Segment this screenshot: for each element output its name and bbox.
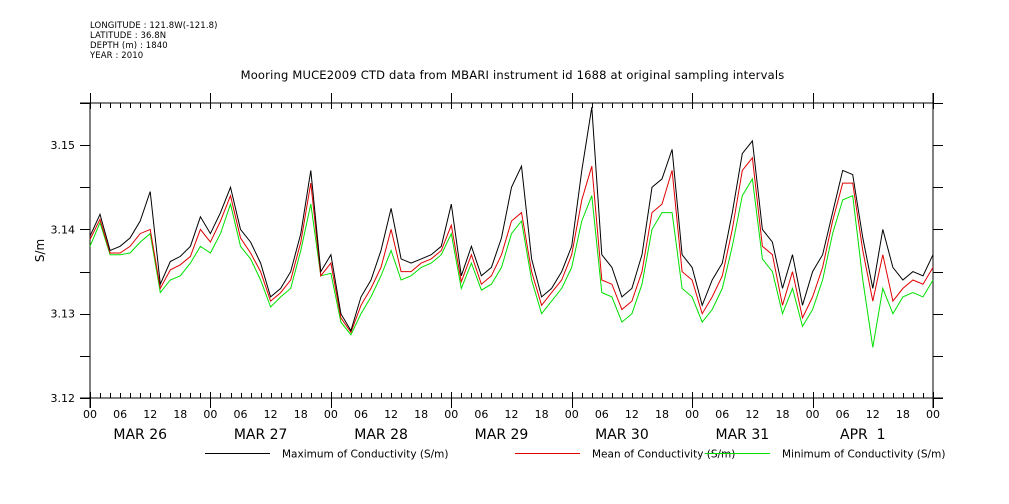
day-label: MAR 27: [234, 427, 288, 443]
meta-latitude: LATITUDE : 36.8N: [90, 31, 167, 41]
legend-label: Maximum of Conductivity (S/m): [282, 449, 449, 461]
x-tick-label: 12: [866, 408, 880, 421]
day-label: MAR 26: [113, 427, 167, 443]
day-label: MAR 31: [716, 427, 770, 443]
x-tick-label: 12: [143, 408, 157, 421]
series-minimum-line: [89, 177, 934, 348]
x-tick-label: 06: [113, 408, 127, 421]
x-tick-label: 18: [775, 408, 789, 421]
y-tick-label: 3.13: [51, 308, 76, 321]
legend: Maximum of Conductivity (S/m) Mean of Con…: [205, 449, 945, 461]
series-maximum-line: [89, 107, 934, 332]
x-tick-label: 06: [715, 408, 729, 421]
chart-title: Mooring MUCE2009 CTD data from MBARI ins…: [240, 68, 785, 82]
x-tick-label: 18: [535, 408, 549, 421]
x-tick-label: 00: [324, 408, 338, 421]
meta-year: YEAR : 2010: [90, 51, 144, 61]
legend-label: Minimum of Conductivity (S/m): [782, 449, 945, 461]
y-tick-label: 3.15: [51, 139, 76, 152]
day-label: MAR 30: [595, 427, 649, 443]
y-tick-label: 3.12: [51, 392, 76, 405]
x-tick-label: 00: [685, 408, 699, 421]
day-label: MAR 28: [354, 427, 408, 443]
series-mean-line: [89, 156, 934, 334]
x-tick-label: 12: [745, 408, 759, 421]
x-tick-label: 06: [595, 408, 609, 421]
x-tick-label: 18: [294, 408, 308, 421]
y-tick-label: 3.14: [51, 223, 76, 236]
metadata-block: LONGITUDE : 121.8W(-121.8) LATITUDE : 36…: [90, 21, 218, 61]
x-tick-label: 12: [505, 408, 519, 421]
x-tick-label: 00: [83, 408, 97, 421]
x-tick-label: 12: [264, 408, 278, 421]
x-tick-label: 00: [806, 408, 820, 421]
x-tick-label: 06: [474, 408, 488, 421]
x-tick-label: 06: [836, 408, 850, 421]
meta-longitude: LONGITUDE : 121.8W(-121.8): [90, 21, 218, 31]
x-tick-label: 12: [625, 408, 639, 421]
day-label: APR 1: [840, 427, 886, 443]
x-tick-label: 18: [655, 408, 669, 421]
x-tick-label: 18: [173, 408, 187, 421]
x-tick-label: 06: [234, 408, 248, 421]
x-tick-label: 00: [203, 408, 217, 421]
x-tick-label: 18: [414, 408, 428, 421]
meta-depth: DEPTH (m) : 1840: [90, 41, 168, 51]
series-group: [89, 107, 934, 348]
x-tick-label: 06: [354, 408, 368, 421]
x-tick-label: 12: [384, 408, 398, 421]
x-tick-label: 00: [444, 408, 458, 421]
y-axis-label: S/m: [33, 239, 47, 262]
x-tick-label: 00: [926, 408, 940, 421]
x-tick-label: 18: [896, 408, 910, 421]
axes: 3.12 3.13 3.14 3.15 00 06 12 18 00 06 12 18 00 06 12 18…: [33, 93, 943, 443]
x-tick-label: 00: [565, 408, 579, 421]
day-label: MAR 29: [475, 427, 529, 443]
legend-label: Mean of Conductivity (S/m): [592, 449, 735, 461]
